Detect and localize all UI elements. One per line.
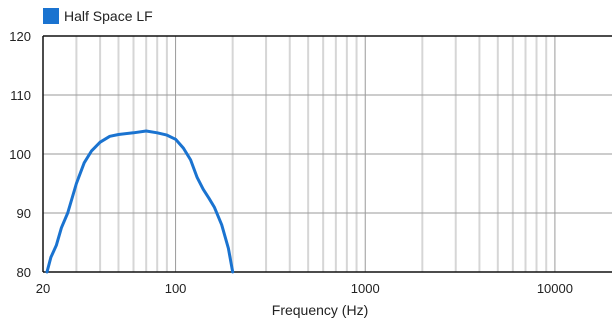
plot-frame (42, 35, 612, 273)
y-tick-label: 80 (17, 265, 31, 280)
y-tick-label: 90 (17, 206, 31, 221)
y-axis-tick-labels: 80 90 100 110 120 (9, 29, 31, 280)
x-axis-title: Frequency (Hz) (272, 302, 368, 318)
y-tick-label: 110 (10, 88, 31, 103)
y-tick-label: 120 (9, 29, 31, 44)
major-gridlines (43, 36, 612, 272)
legend-label: Half Space LF (64, 8, 153, 24)
y-tick-label: 100 (9, 147, 31, 162)
legend-swatch (43, 8, 59, 24)
x-tick-label: 1000 (351, 281, 380, 296)
series-layer (45, 129, 235, 274)
x-tick-label: 10000 (537, 281, 573, 296)
x-axis-tick-labels: 20 100 1000 10000 (36, 281, 573, 296)
x-tick-label: 100 (165, 281, 187, 296)
legend: Half Space LF (43, 8, 153, 24)
x-tick-label: 20 (36, 281, 50, 296)
series-line (45, 129, 235, 274)
